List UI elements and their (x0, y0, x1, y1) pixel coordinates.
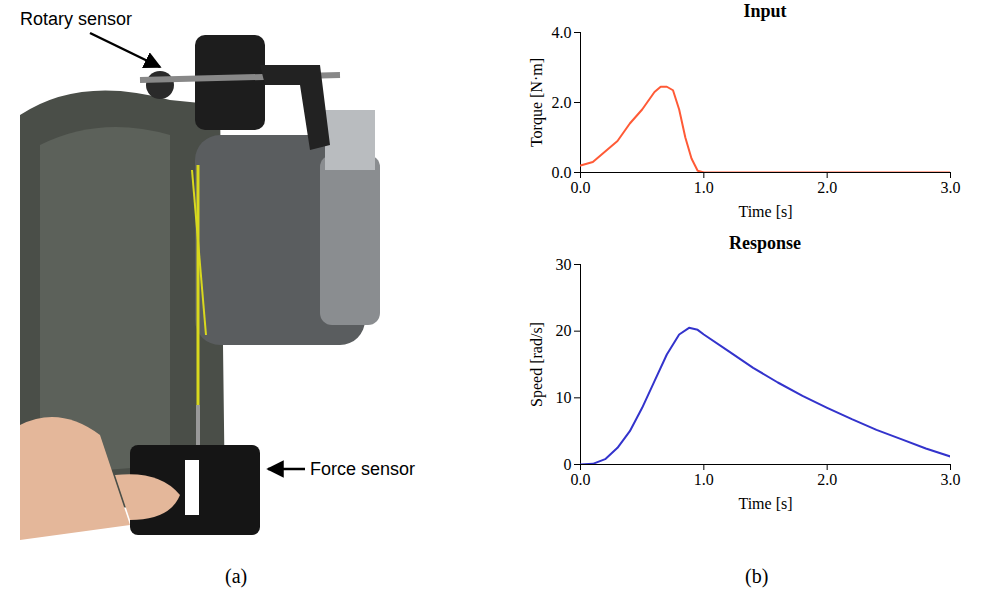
svg-text:30: 30 (556, 256, 572, 273)
svg-text:3.0: 3.0 (941, 471, 961, 488)
html-text:Response: Response (729, 233, 801, 253)
html-text:(a): (a) (225, 565, 248, 587)
svg-text:2.0: 2.0 (552, 94, 572, 111)
svg-text:0.0: 0.0 (552, 164, 572, 181)
svg-text:Torque [N·m]: Torque [N·m] (528, 58, 546, 147)
html-text:Input: Input (743, 1, 787, 21)
svg-text:Time [s]: Time [s] (738, 495, 792, 512)
svg-text:1.0: 1.0 (694, 179, 714, 196)
svg-text:Speed [rad/s]: Speed [rad/s] (528, 322, 546, 407)
svg-text:1.0: 1.0 (694, 471, 714, 488)
svg-text:0.0: 0.0 (571, 179, 591, 196)
svg-text:0.0: 0.0 (571, 471, 591, 488)
svg-text:10: 10 (556, 389, 572, 406)
svg-text:3.0: 3.0 (941, 179, 961, 196)
svg-text:0: 0 (563, 455, 572, 473)
svg-text:2.0: 2.0 (817, 179, 837, 196)
svg-text:Time [s]: Time [s] (738, 203, 792, 220)
svg-text:20: 20 (556, 322, 572, 339)
html-text:(b): (b) (745, 565, 769, 587)
svg-text:2.0: 2.0 (817, 471, 837, 488)
svg-text:Force sensor: Force sensor (310, 459, 415, 479)
svg-text:4.0: 4.0 (552, 24, 572, 41)
svg-text:Rotary sensor: Rotary sensor (20, 9, 132, 29)
